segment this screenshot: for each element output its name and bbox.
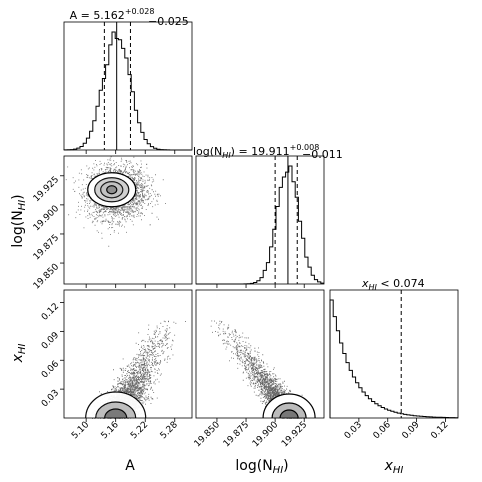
xtick-label-logNHI: 19.875 — [222, 420, 251, 449]
ytick-label-logNHI: 19.925 — [32, 175, 61, 204]
ytick-label-logNHI: 19.875 — [32, 233, 61, 262]
frame-logNHI-logNHI — [195, 155, 325, 285]
xtick-label-A: 5.28 — [159, 420, 180, 441]
histogram-logNHI — [196, 165, 324, 285]
frame-xHI-xHI — [329, 289, 459, 419]
title-A-sub: −0.025 — [148, 15, 189, 28]
xtick-label-logNHI: 19.925 — [280, 420, 309, 449]
xlabel-logNHI: log(NHI) — [235, 458, 288, 476]
contour-A-logNHI — [100, 181, 124, 199]
ylabel-xHI: xHI — [10, 344, 28, 364]
xtick-label-A: 5.10 — [70, 420, 91, 441]
xtick-label-A: 5.22 — [129, 420, 150, 441]
frame-logNHI-xHI — [195, 289, 325, 419]
contour-A-logNHI — [106, 185, 118, 195]
histogram-xHI — [329, 299, 458, 419]
xtick-label-xHI: 0.09 — [400, 420, 421, 441]
contour-layer — [85, 172, 316, 419]
contour-A-xHI — [104, 408, 128, 419]
xtick-label-A: 5.16 — [100, 420, 121, 441]
xtick-label-xHI: 0.03 — [343, 420, 364, 441]
contour-fill-A-logNHI — [100, 181, 123, 198]
frame-A-xHI — [63, 289, 193, 419]
xlabel-A: A — [125, 458, 135, 474]
ytick-label-xHI: 0.12 — [40, 302, 61, 323]
frame-A-logNHI — [63, 155, 193, 285]
contour-fill-A-logNHI — [106, 185, 117, 194]
scatter-A-xHI — [87, 320, 186, 419]
ylabel-logNHI: log(NHI) — [10, 194, 28, 247]
ytick-label-xHI: 0.03 — [40, 388, 61, 409]
xtick-label-xHI: 0.12 — [429, 420, 450, 441]
xtick-label-xHI: 0.06 — [372, 420, 393, 441]
ytick-label-xHI: 0.06 — [40, 359, 61, 380]
histogram-A — [63, 31, 192, 151]
contour-fill-A-logNHI — [94, 177, 129, 202]
ytick-label-xHI: 0.09 — [40, 330, 61, 351]
contour-A-logNHI — [94, 177, 130, 203]
contour-logNHI-xHI — [279, 409, 299, 419]
ytick-label-logNHI: 19.900 — [32, 204, 62, 234]
xtick-label-logNHI: 19.850 — [193, 420, 223, 450]
title-logNHI: log(NHI) = 19.911+0.008 — [193, 143, 319, 160]
xtick-label-logNHI: 19.900 — [251, 420, 281, 450]
title-logNHI-sub: −0.011 — [302, 148, 343, 161]
ytick-label-logNHI: 19.850 — [32, 262, 62, 292]
frame-A-A — [63, 21, 193, 151]
title-A: A = 5.162+0.028 — [70, 7, 155, 22]
xlabel-xHI: xHI — [384, 458, 404, 476]
title-xHI: xHI < 0.074 — [361, 277, 425, 292]
frames-layer — [63, 21, 459, 419]
